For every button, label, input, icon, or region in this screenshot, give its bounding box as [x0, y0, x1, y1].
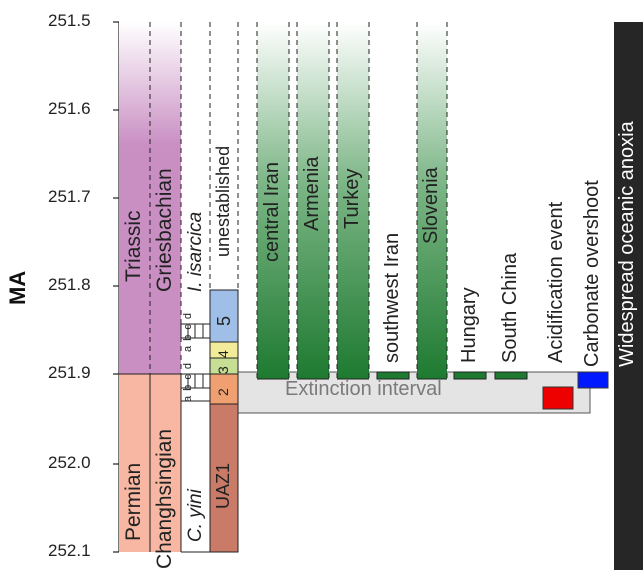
carbonate-marker — [577, 371, 609, 389]
uaz-3-label: 3 — [215, 366, 231, 374]
locality-slovenia-label: Slovenia — [420, 167, 442, 244]
uaz-4-label: 4 — [215, 350, 231, 358]
locality-central-iran-label: central Iran — [261, 161, 283, 262]
extinction-interval-label: Extinction interval — [285, 378, 442, 400]
uaz-zone-1 — [209, 403, 239, 553]
uaz-zone-2 — [209, 373, 239, 405]
uaz1-label: UAZ1 — [213, 462, 233, 509]
bar-southwest-iran — [376, 371, 410, 380]
tick-label: 252.0 — [48, 453, 91, 472]
uaz-5-label: 5 — [214, 315, 234, 326]
time-axis-ticks — [113, 21, 119, 553]
changhsingian-box — [150, 374, 181, 552]
triassic-box — [119, 22, 150, 374]
bar-slovenia — [417, 22, 447, 379]
conodont-subzones — [180, 323, 211, 402]
changhsingian-label: Changhsingian — [153, 428, 176, 569]
bar-turkey — [337, 22, 369, 379]
locality-south-china-label: South China — [499, 252, 521, 363]
yini-label: C. yini — [185, 489, 206, 542]
bar-armenia — [297, 22, 329, 379]
subzones-upper-label: a b c d — [182, 311, 194, 352]
griesbachian-label: Griesbachian — [153, 168, 176, 292]
bar-south-china — [494, 371, 528, 380]
unestablished-label: unestablished — [213, 145, 233, 257]
locality-bars — [256, 22, 528, 380]
yini-label-prefix: C. — [185, 517, 206, 542]
subzones-lower-label: a b c d — [182, 361, 194, 402]
uaz-zone-5 — [209, 289, 239, 343]
uaz-2-label: 2 — [215, 388, 231, 396]
tick-label: 251.5 — [48, 11, 91, 30]
tick-label: 251.8 — [48, 275, 91, 294]
tick-label: 252.1 — [48, 541, 91, 560]
anoxia-label: Widespread oceanic anoxia — [616, 121, 638, 367]
anoxia-bar — [614, 22, 643, 570]
acidification-label: Acidification event — [545, 201, 567, 363]
axis-title: MA — [5, 270, 30, 305]
isarcica-label: I. isarcica — [185, 211, 206, 292]
locality-armenia-label: Armenia — [301, 156, 323, 231]
griesbachian-box — [150, 22, 181, 374]
locality-southwest-iran-label: southwest Iran — [381, 232, 403, 363]
permian-label: Permian — [122, 462, 145, 541]
bar-hungary — [453, 371, 487, 380]
locality-turkey-label: Turkey — [341, 168, 363, 229]
tick-label: 251.9 — [48, 363, 91, 382]
tick-label: 251.7 — [48, 187, 91, 206]
extinction-band — [237, 371, 591, 414]
yini-label-species: yini — [185, 489, 206, 518]
permian-box — [119, 374, 150, 552]
carbonate-overshoot-label: Carbonate overshoot — [581, 180, 603, 367]
locality-hungary-label: Hungary — [458, 287, 480, 363]
tick-label: 251.6 — [48, 99, 91, 118]
bar-central-iran — [257, 22, 289, 379]
triassic-label: Triassic — [122, 210, 145, 282]
acidification-marker — [542, 386, 574, 410]
